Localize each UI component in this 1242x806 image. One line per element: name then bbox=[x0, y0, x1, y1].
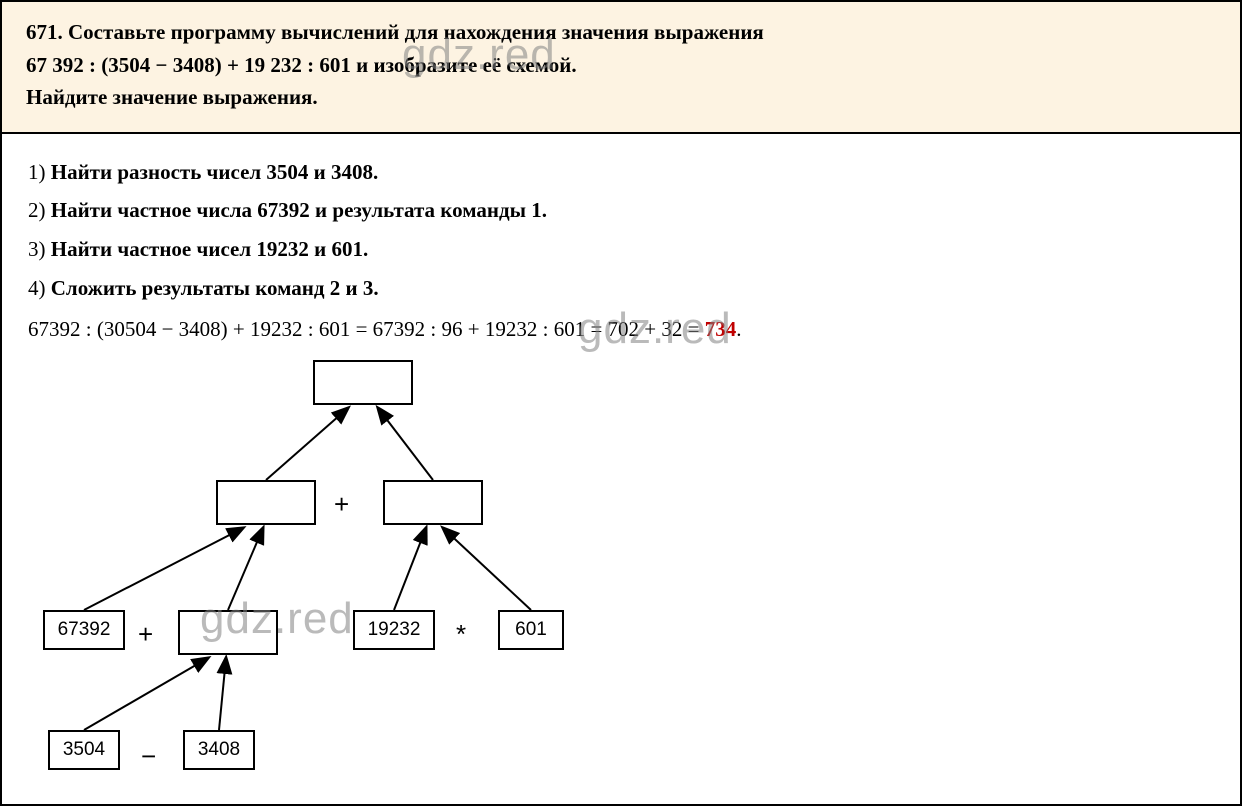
step-text: Найти разность чисел 3504 и 3408. bbox=[51, 160, 379, 184]
diagram-operator-plus1: + bbox=[334, 482, 349, 528]
diagram-arrows bbox=[28, 360, 668, 780]
solution-body: 1) Найти разность чисел 3504 и 3408. 2) … bbox=[2, 134, 1240, 358]
step-text: Сложить результаты команд 2 и 3. bbox=[51, 276, 379, 300]
diagram-node-lvl2_left bbox=[216, 480, 316, 525]
problem-line1: Составьте программу вычислений для нахож… bbox=[68, 20, 764, 44]
problem-header: 671. Составьте программу вычислений для … bbox=[2, 2, 1240, 134]
step-index: 1) bbox=[28, 160, 51, 184]
expression-diagram: 67392 19232 601 3504 3408 + + * − bbox=[28, 360, 668, 780]
step-index: 2) bbox=[28, 198, 51, 222]
calculation-trail: . bbox=[736, 317, 741, 341]
diagram-operator-star: * bbox=[456, 612, 466, 658]
step-4: 4) Сложить результаты команд 2 и 3. bbox=[28, 270, 1214, 307]
diagram-operator-plus2: + bbox=[138, 612, 153, 658]
calculation-text: 67392 : (30504 − 3408) + 19232 : 601 = 6… bbox=[28, 317, 705, 341]
diagram-node-lvl2_right bbox=[383, 480, 483, 525]
diagram-node-top bbox=[313, 360, 413, 405]
diagram-node-l3_c: 19232 bbox=[353, 610, 435, 650]
diagram-node-l3_d: 601 bbox=[498, 610, 564, 650]
diagram-operator-minus: − bbox=[141, 734, 156, 780]
page-container: gdz.red 671. Составьте программу вычисле… bbox=[0, 0, 1242, 806]
diagram-node-l4_a: 3504 bbox=[48, 730, 120, 770]
calculation-result: 734 bbox=[705, 317, 737, 341]
step-1: 1) Найти разность чисел 3504 и 3408. bbox=[28, 154, 1214, 191]
step-2: 2) Найти частное числа 67392 и результат… bbox=[28, 192, 1214, 229]
problem-line3: Найдите значение выражения. bbox=[26, 85, 318, 109]
step-text: Найти частное чисел 19232 и 601. bbox=[51, 237, 368, 261]
problem-number: 671. bbox=[26, 20, 63, 44]
step-index: 4) bbox=[28, 276, 51, 300]
problem-line2: 67 392 : (3504 − 3408) + 19 232 : 601 и … bbox=[26, 53, 577, 77]
diagram-node-l3_a: 67392 bbox=[43, 610, 125, 650]
step-3: 3) Найти частное чисел 19232 и 601. bbox=[28, 231, 1214, 268]
calculation-line: 67392 : (30504 − 3408) + 19232 : 601 = 6… bbox=[28, 311, 1214, 348]
diagram-node-l4_b: 3408 bbox=[183, 730, 255, 770]
step-index: 3) bbox=[28, 237, 51, 261]
step-text: Найти частное числа 67392 и результата к… bbox=[51, 198, 547, 222]
diagram-node-l3_b bbox=[178, 610, 278, 655]
